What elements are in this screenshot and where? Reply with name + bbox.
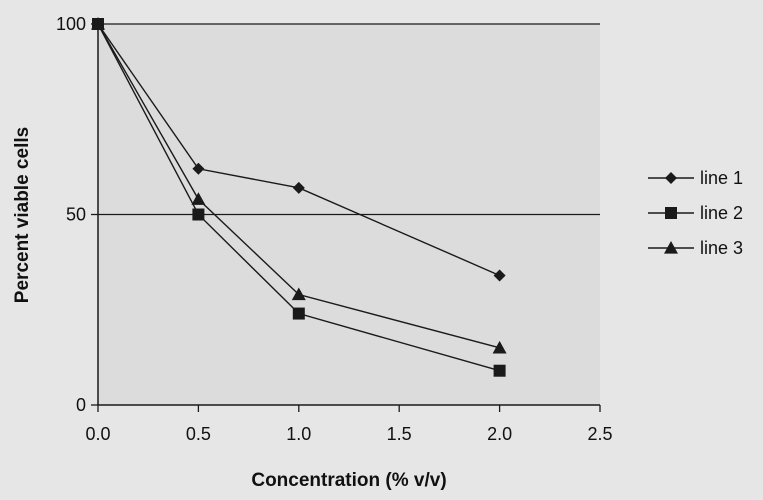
y-tick-label-1: 50 [66, 205, 86, 225]
data-point-s2-3 [493, 364, 506, 377]
series-layer [91, 17, 507, 377]
legend-label-3: line 3 [700, 238, 743, 258]
y-axis-label: Percent viable cells [12, 127, 33, 303]
x-axis-label: Concentration (% v/v) [251, 470, 446, 491]
y-tick-label-2: 100 [56, 14, 86, 34]
legend-label-2: line 2 [700, 203, 743, 223]
legend-label-1: line 1 [700, 168, 743, 188]
data-point-s1-3 [493, 269, 506, 282]
data-point-s1-2 [292, 181, 305, 194]
x-tick-label-3: 1.5 [387, 424, 412, 444]
series-3 [91, 17, 507, 354]
data-point-s2-2 [292, 307, 305, 320]
legend: line 1 line 2 line 3 [648, 168, 743, 258]
legend-marker-3 [664, 241, 678, 254]
series-line-3 [97, 23, 500, 349]
data-point-s2-1 [192, 208, 205, 221]
y-tick-label-0: 0 [76, 395, 86, 415]
series-line-1 [97, 23, 500, 277]
data-point-s3-3 [492, 340, 507, 354]
x-tick-label-4: 2.0 [487, 424, 512, 444]
data-point-s1-1 [192, 162, 205, 175]
x-tick-label-0: 0.0 [85, 424, 110, 444]
axes: 0.0 0.5 1.0 1.5 2.0 2.5 0 50 100 [56, 14, 613, 444]
gridlines [98, 23, 600, 216]
series-2 [92, 18, 506, 377]
series-line-2 [97, 23, 500, 372]
data-point-s3-2 [291, 287, 306, 301]
x-tick-label-2: 1.0 [286, 424, 311, 444]
x-tick-label-5: 2.5 [587, 424, 612, 444]
x-tick-label-1: 0.5 [186, 424, 211, 444]
data-point-s3-1 [191, 192, 206, 205]
legend-marker-1 [665, 172, 677, 184]
data-point-s3-0 [91, 17, 105, 30]
legend-marker-2 [665, 207, 677, 219]
